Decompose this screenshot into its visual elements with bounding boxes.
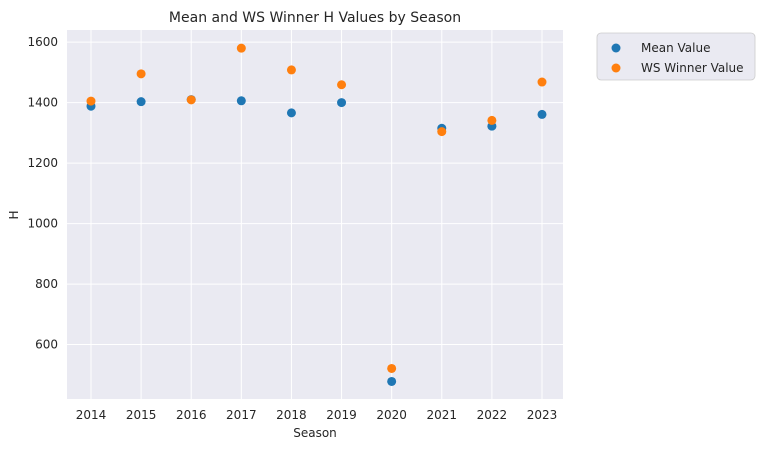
series-ws-winner-value <box>86 43 547 373</box>
x-axis-ticks: 2014 2015 2016 2017 2018 2019 2020 2021 2022 2023 <box>76 408 558 422</box>
x-tick-label: 2017 <box>226 408 257 422</box>
x-axis-label: Season <box>293 426 337 440</box>
mean-value-point <box>337 98 347 108</box>
x-tick-label: 2018 <box>276 408 307 422</box>
y-tick-label: 1000 <box>27 217 58 231</box>
y-tick-label: 1400 <box>27 96 58 110</box>
ws-winner-value-point <box>236 43 246 53</box>
ws-winner-value-point <box>86 96 96 106</box>
y-tick-label: 1200 <box>27 156 58 170</box>
legend-frame <box>596 32 756 81</box>
x-tick-label: 2015 <box>126 408 157 422</box>
y-axis-label: H <box>7 210 21 219</box>
ws-winner-value-point <box>136 69 146 79</box>
x-tick-label: 2022 <box>477 408 508 422</box>
ws-winner-value-point <box>387 363 397 373</box>
y-tick-label: 600 <box>35 338 58 352</box>
ws-winner-value-point <box>437 127 447 137</box>
x-tick-label: 2014 <box>76 408 107 422</box>
ws-winner-value-point <box>487 115 497 125</box>
series-layer <box>86 43 547 386</box>
legend-marker-ws-winner <box>611 63 621 73</box>
mean-value-point <box>236 96 246 106</box>
chart-title: Mean and WS Winner H Values by Season <box>169 10 461 26</box>
mean-value-point <box>286 108 296 118</box>
legend-label-mean: Mean Value <box>641 41 710 55</box>
grid <box>67 30 563 399</box>
mean-value-point <box>537 109 547 119</box>
mean-value-point <box>387 376 397 386</box>
legend-marker-mean <box>611 43 621 53</box>
ws-winner-value-point <box>286 65 296 75</box>
mean-value-point <box>136 97 146 107</box>
x-tick-label: 2021 <box>427 408 458 422</box>
legend: Mean Value WS Winner Value <box>596 32 756 81</box>
x-tick-label: 2020 <box>376 408 407 422</box>
ws-winner-value-point <box>337 80 347 90</box>
y-tick-label: 800 <box>35 277 58 291</box>
x-tick-label: 2016 <box>176 408 207 422</box>
x-tick-label: 2019 <box>326 408 357 422</box>
y-axis-ticks: 600 800 1000 1200 1400 1600 <box>27 35 58 351</box>
plot-area <box>67 30 563 399</box>
legend-label-ws-winner: WS Winner Value <box>641 61 744 75</box>
ws-winner-value-point <box>186 95 196 105</box>
x-tick-label: 2023 <box>527 408 558 422</box>
ws-winner-value-point <box>537 77 547 87</box>
y-tick-label: 1600 <box>27 35 58 49</box>
